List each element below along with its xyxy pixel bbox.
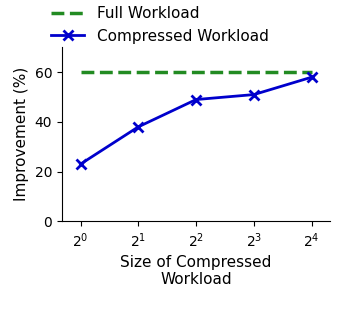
Legend: Full Workload, Compressed Workload: Full Workload, Compressed Workload — [45, 0, 275, 50]
Y-axis label: Improvement (%): Improvement (%) — [14, 67, 29, 201]
X-axis label: Size of Compressed
Workload: Size of Compressed Workload — [120, 255, 272, 288]
